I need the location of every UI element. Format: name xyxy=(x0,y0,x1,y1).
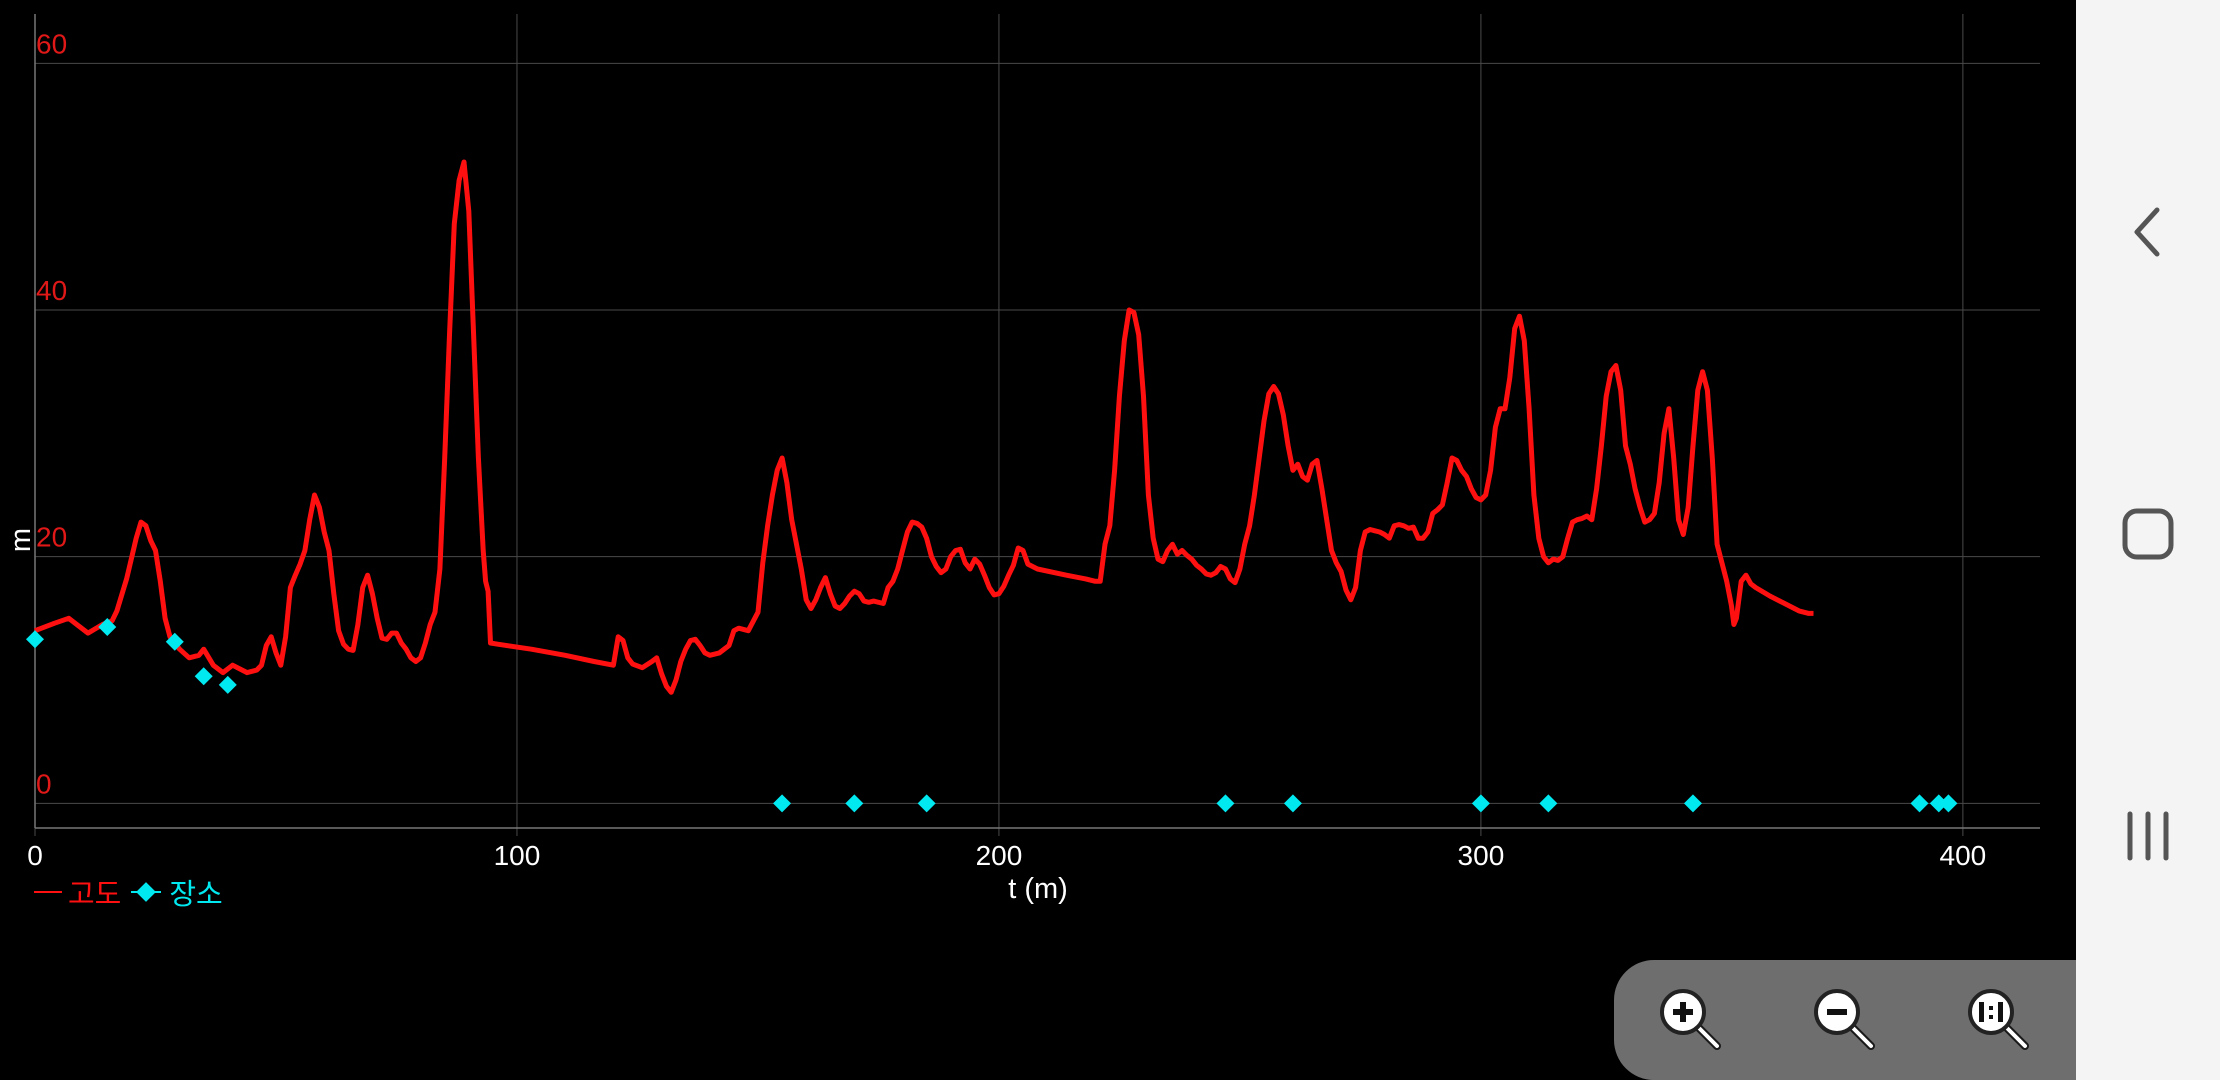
place-marker[interactable] xyxy=(194,667,213,686)
x-tick-labels: 0 100 200 300 400 xyxy=(27,840,1986,871)
place-marker[interactable] xyxy=(1471,794,1490,813)
chart-legend: 고도 장소 xyxy=(34,872,223,912)
zoom-in-button[interactable] xyxy=(1651,980,1731,1060)
y-axis-label: m xyxy=(5,528,37,552)
places-legend-label: 장소 xyxy=(169,879,223,911)
zoom-out-button[interactable] xyxy=(1805,980,1885,1060)
x-tick-label: 100 xyxy=(494,840,541,871)
elevation-legend-label: 고도 xyxy=(68,879,122,911)
place-marker[interactable] xyxy=(1683,794,1702,813)
zoom-in-icon xyxy=(1660,989,1721,1050)
system-navigation-bar xyxy=(2076,0,2220,1080)
place-markers xyxy=(26,617,1958,813)
place-marker[interactable] xyxy=(1910,794,1929,813)
recents-bars-icon xyxy=(2127,811,2169,861)
back-button[interactable] xyxy=(2076,172,2220,292)
places-legend-swatch xyxy=(131,882,162,902)
x-tick-label: 0 xyxy=(27,840,43,871)
place-marker[interactable] xyxy=(773,794,792,813)
zoom-reset-button[interactable] xyxy=(1959,980,2039,1060)
place-marker[interactable] xyxy=(98,617,117,636)
elevation-chart[interactable]: 0 20 40 60 0 100 200 300 400 m t (m) xyxy=(0,0,2076,1080)
place-marker[interactable] xyxy=(1929,794,1948,813)
place-marker[interactable] xyxy=(1216,794,1235,813)
place-marker[interactable] xyxy=(917,794,936,813)
chart-grid xyxy=(34,14,2040,836)
place-marker[interactable] xyxy=(165,632,184,651)
y-tick-labels: 0 20 40 60 xyxy=(36,28,67,799)
x-tick-label: 200 xyxy=(976,840,1023,871)
recents-button[interactable] xyxy=(2076,776,2220,896)
place-marker[interactable] xyxy=(218,675,237,694)
y-tick-label: 40 xyxy=(36,275,67,306)
place-marker[interactable] xyxy=(845,794,864,813)
y-tick-label: 60 xyxy=(36,28,67,59)
place-marker[interactable] xyxy=(1539,794,1558,813)
zoom-controls xyxy=(1614,960,2076,1080)
home-button[interactable] xyxy=(2076,474,2220,594)
one-to-one-zoom-icon xyxy=(1968,989,2029,1050)
place-marker[interactable] xyxy=(1283,794,1302,813)
chevron-left-icon xyxy=(2134,207,2160,257)
zoom-out-icon xyxy=(1814,989,1875,1050)
x-tick-label: 300 xyxy=(1458,840,1505,871)
home-square-icon xyxy=(2122,508,2174,560)
chart-series xyxy=(34,159,1814,695)
elevation-legend-swatch xyxy=(34,891,62,893)
y-tick-label: 0 xyxy=(36,768,52,799)
x-tick-label: 400 xyxy=(1940,840,1987,871)
y-tick-label: 20 xyxy=(36,522,67,553)
x-axis-label: t (m) xyxy=(1008,873,1068,905)
place-marker[interactable] xyxy=(1939,794,1958,813)
elevation-series-line xyxy=(34,159,1814,695)
place-marker[interactable] xyxy=(26,630,44,649)
